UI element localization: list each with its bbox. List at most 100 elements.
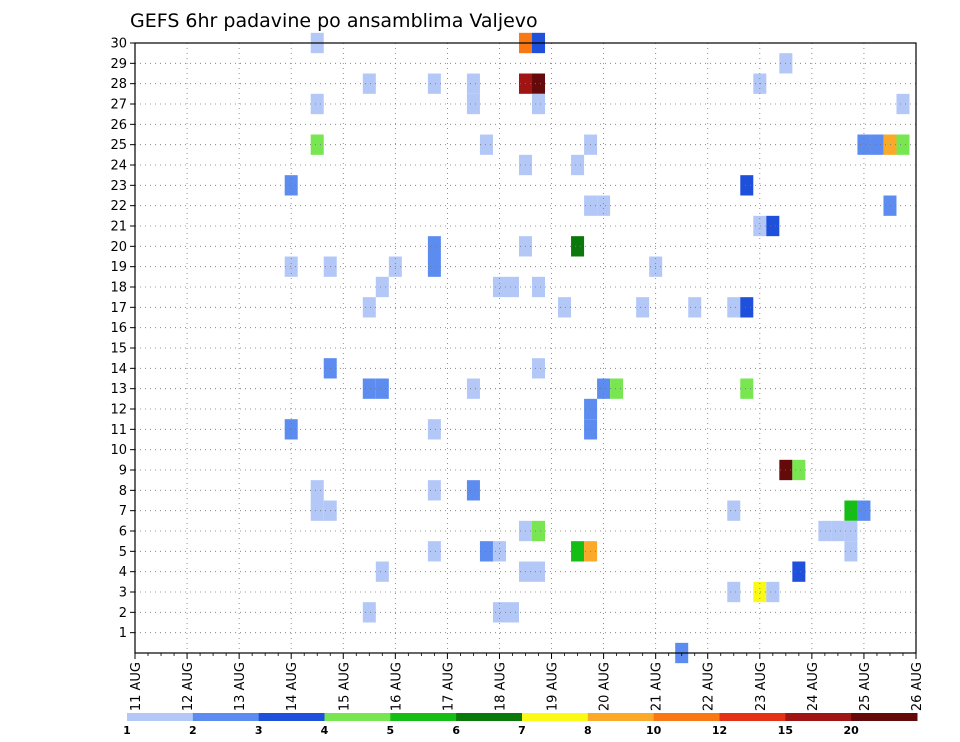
colorbar-label: 6 [452, 724, 460, 737]
y-tick-label: 8 [119, 484, 127, 499]
heatmap-cell [870, 134, 884, 155]
heatmap-cell [610, 378, 624, 399]
heatmap-cell [532, 520, 546, 542]
y-tick-label: 25 [110, 138, 127, 153]
y-tick-label: 7 [119, 504, 127, 519]
heatmap-cell [427, 256, 441, 277]
heatmap-cell [597, 195, 611, 216]
colorbar-label: 12 [712, 724, 727, 737]
heatmap-cell [492, 541, 506, 562]
heatmap-cell [792, 459, 806, 481]
colorbar-label: 5 [387, 724, 395, 737]
grid-layer [135, 43, 916, 653]
heatmap-cell [896, 93, 910, 115]
heatmap-cell [883, 195, 897, 216]
colorbar-segment [719, 713, 786, 721]
heatmap-cell [766, 215, 780, 237]
heatmap-cell [427, 236, 441, 257]
y-tick-label: 21 [110, 220, 127, 235]
heatmap-cell [831, 520, 845, 542]
heatmap-cell [792, 561, 806, 582]
x-tick-label: 23 AUG [754, 662, 769, 711]
cells-layer [284, 32, 910, 664]
heatmap-cell [727, 500, 741, 521]
heatmap-cell [857, 134, 871, 155]
heatmap-cell [284, 256, 298, 277]
x-tick-label: 19 AUG [546, 662, 561, 711]
y-tick-label: 9 [119, 464, 127, 479]
heatmap-cell [492, 276, 506, 298]
heatmap-cell [310, 134, 324, 155]
y-tick-label: 2 [119, 606, 127, 621]
chart-title: GEFS 6hr padavine po ansamblima Valjevo [130, 10, 538, 32]
heatmap-cell [375, 561, 389, 582]
y-tick-label: 26 [110, 118, 127, 133]
heatmap-cell [427, 541, 441, 562]
heatmap-cell [505, 602, 519, 623]
y-tick-label: 29 [110, 57, 127, 72]
heatmap-cell [466, 378, 480, 399]
heatmap-cell [571, 154, 585, 176]
heatmap-cell [727, 581, 741, 603]
y-tick-label: 14 [110, 362, 127, 377]
heatmap-cell [427, 73, 441, 94]
x-axis: 11 AUG 12 AUG 13 AUG 14 AUG 15 AUG 16 AUG 17 A… [129, 653, 925, 711]
heatmap-cell [753, 215, 767, 237]
colorbar-segment [390, 713, 457, 721]
x-tick-label: 16 AUG [389, 662, 404, 711]
y-tick-label: 18 [110, 281, 127, 296]
heatmap-cell [284, 175, 298, 196]
heatmap-cell [375, 276, 389, 298]
colorbar-label: 4 [321, 724, 329, 737]
colorbar-label: 1 [123, 724, 131, 737]
colorbar-segment [127, 713, 194, 721]
x-tick-label: 26 AUG [910, 662, 925, 711]
colorbar-segment [522, 713, 589, 721]
heatmap-cell [532, 93, 546, 115]
heatmap-cell [362, 73, 376, 94]
y-tick-label: 24 [110, 159, 127, 174]
colorbar-label: 20 [844, 724, 860, 737]
y-tick-label: 3 [119, 586, 127, 601]
y-tick-label: 5 [119, 545, 127, 560]
x-tick-label: 12 AUG [181, 662, 196, 711]
y-tick-label: 1 [119, 626, 127, 641]
y-tick-label: 22 [110, 199, 127, 214]
colorbar-label: 8 [584, 724, 592, 737]
heatmap-cell [310, 93, 324, 115]
heatmap-cell [740, 378, 754, 399]
heatmap-cell [766, 581, 780, 603]
colorbar-label: 3 [255, 724, 263, 737]
colorbar-segment [192, 713, 260, 721]
heatmap-cell [883, 134, 897, 155]
y-tick-label: 19 [110, 260, 127, 275]
y-axis: 1234567891011121314151617181920212223242… [110, 37, 135, 641]
colorbar-label: 7 [518, 724, 526, 737]
x-tick-label: 25 AUG [858, 662, 873, 711]
y-tick-label: 20 [110, 240, 127, 255]
x-tick-label: 20 AUG [598, 662, 613, 711]
heatmap-cell [362, 602, 376, 623]
y-tick-label: 12 [110, 403, 127, 418]
heatmap-cell [571, 541, 585, 562]
heatmap-cell [532, 561, 546, 582]
y-tick-label: 16 [110, 321, 127, 336]
y-tick-label: 28 [110, 77, 127, 92]
y-tick-label: 27 [110, 98, 127, 113]
x-tick-label: 24 AUG [806, 662, 821, 711]
heatmap-cell [532, 73, 546, 94]
heatmap-cell [375, 378, 389, 399]
heatmap-cell [688, 297, 702, 318]
colorbar-segment [785, 713, 852, 721]
colorbar-label: 2 [189, 724, 197, 737]
heatmap-cell [362, 378, 376, 399]
heatmap-cell [896, 134, 910, 155]
heatmap-cell [636, 297, 650, 318]
heatmap-cell [571, 236, 585, 257]
heatmap-cell [532, 276, 546, 298]
y-tick-label: 10 [110, 443, 127, 458]
heatmap-cell [310, 500, 324, 521]
heatmap-cell [427, 419, 441, 440]
x-tick-label: 13 AUG [233, 662, 248, 711]
